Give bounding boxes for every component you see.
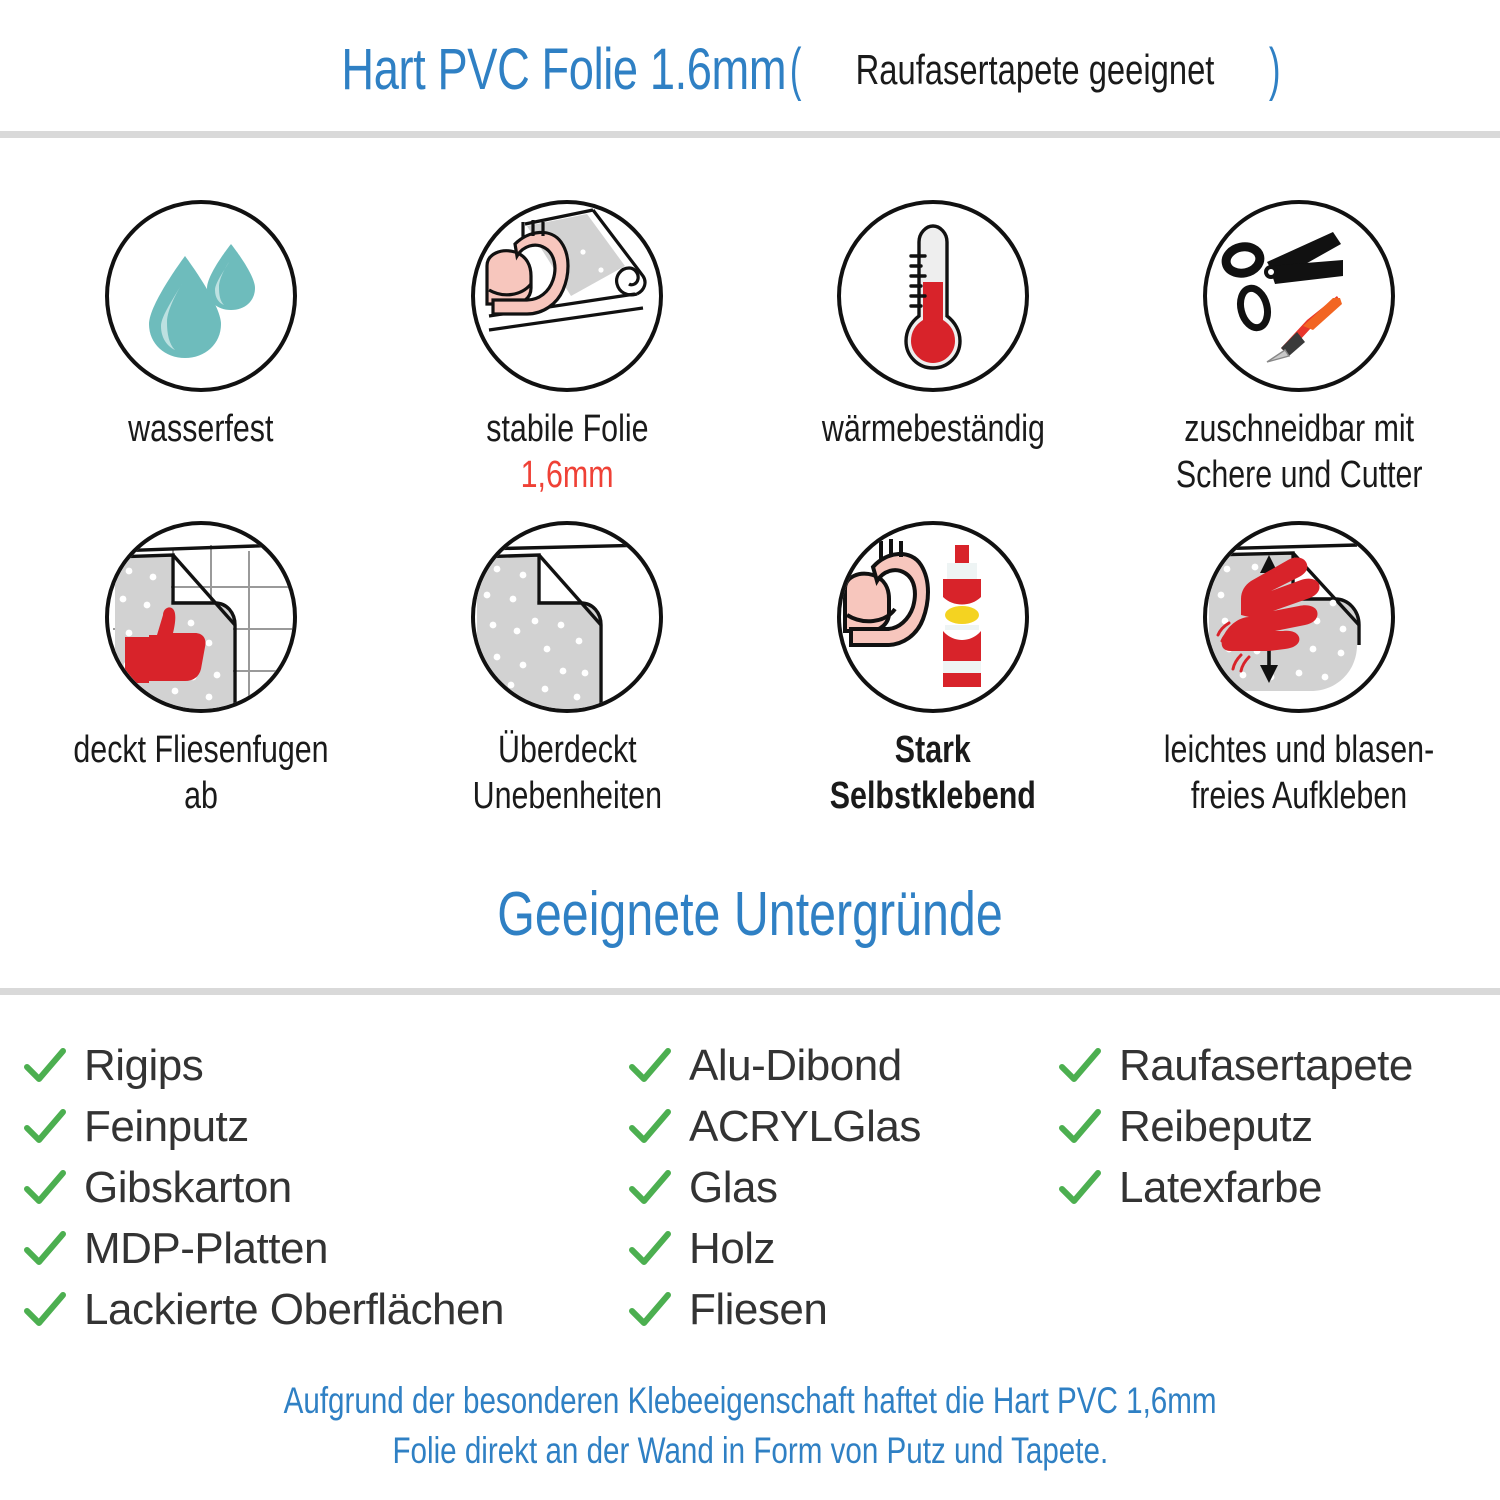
check-icon (627, 1226, 673, 1272)
divider-top (0, 131, 1500, 138)
list-item-label: Rigips (84, 1040, 204, 1090)
list-item-label: Lackierte Oberflächen (84, 1284, 504, 1334)
page-title-bar: Hart PVC Folie 1.6mm ( Raufasertapete ge… (0, 0, 1500, 131)
flexing-arm-film-roll-icon (471, 200, 663, 392)
feature-blasenfreies-aufkleben: leichtes und blasen- freies Aufkleben (1116, 520, 1482, 820)
list-item-label: MDP-Platten (84, 1223, 328, 1273)
list-item-label: Alu-Dibond (689, 1040, 902, 1090)
feature-ueberdeckt-unebenheiten: Überdeckt Unebenheiten (384, 520, 750, 820)
thumbs-up-tile-grid-icon (105, 520, 297, 713)
check-icon (22, 1226, 68, 1272)
list-item: Lackierte Oberflächen (22, 1279, 627, 1340)
feature-label: wasserfest (128, 408, 274, 450)
list-item-label: Raufasertapete (1119, 1040, 1413, 1090)
footer-note: Aufgrund der besonderen Klebeeigenschaft… (0, 1340, 1500, 1476)
check-icon (627, 1165, 673, 1211)
page-title-main: Hart PVC Folie 1.6mm (341, 37, 786, 102)
list-item-label: Reibeputz (1119, 1101, 1313, 1151)
list-item: Latexfarbe (1057, 1157, 1500, 1218)
hand-smoothing-film-icon (1203, 520, 1395, 713)
feature-label: Überdeckt Unebenheiten (472, 728, 662, 818)
check-icon (1057, 1104, 1103, 1150)
check-icon (627, 1104, 673, 1150)
list-item-label: Feinputz (84, 1101, 249, 1151)
feature-label: zuschneidbar mit Schere und Cutter (1175, 408, 1423, 497)
feature-label: leichtes und blasen- freies Aufkleben (1163, 728, 1435, 818)
check-icon (627, 1287, 673, 1333)
list-item-label: Holz (689, 1223, 776, 1273)
feature-row-2: deckt Fliesenfugen ab (0, 499, 1500, 820)
feature-waermebestaendig: wärmebeständig (750, 200, 1116, 499)
feature-label: wärmebeständig (821, 408, 1045, 450)
divider-middle (0, 988, 1500, 996)
list-item: Gibskarton (22, 1157, 627, 1218)
flexing-arm-glue-bottle-icon (837, 520, 1029, 713)
list-item: ACRYLGlas (627, 1096, 1057, 1157)
feature-deckt-fliesenfugen: deckt Fliesenfugen ab (18, 520, 384, 820)
water-drops-icon (105, 200, 297, 392)
list-item-label: Latexfarbe (1119, 1162, 1322, 1212)
list-item-label: Fliesen (689, 1284, 828, 1334)
feature-stabile-folie: stabile Folie 1,6mm (384, 200, 750, 499)
list-item: Glas (627, 1157, 1057, 1218)
section-heading-text: Geeignete Untergründe (497, 880, 1003, 950)
footer-line-1: Aufgrund der besonderen Klebeeigenschaft… (283, 1380, 1217, 1422)
check-icon (1057, 1165, 1103, 1211)
feature-stark-selbstklebend: Stark Selbstklebend (750, 520, 1116, 820)
check-icon (22, 1104, 68, 1150)
list-item-label: Gibskarton (84, 1162, 292, 1212)
title-open-paren: ( (789, 37, 802, 102)
check-icon (22, 1287, 68, 1333)
feature-label: Stark Selbstklebend (829, 728, 1037, 818)
feature-label: stabile Folie (485, 408, 649, 450)
page-title-subtitle: Raufasertapete geeignet (855, 45, 1215, 93)
list-item-label: ACRYLGlas (689, 1101, 921, 1151)
list-item: Reibeputz (1057, 1096, 1500, 1157)
list-item: Feinputz (22, 1096, 627, 1157)
checklist-column-3: Raufasertapete Reibeputz Latexfarbe (1057, 1035, 1500, 1340)
list-item: Fliesen (627, 1279, 1057, 1340)
feature-zuschneidbar: zuschneidbar mit Schere und Cutter (1116, 200, 1482, 499)
feature-wasserfest: wasserfest (18, 200, 384, 499)
checklist-column-2: Alu-Dibond ACRYLGlas Glas Holz Fliesen (627, 1035, 1057, 1340)
feature-row-1: wasserfest st (0, 138, 1500, 499)
list-item: Rigips (22, 1035, 627, 1096)
check-icon (22, 1043, 68, 1089)
feature-sublabel: 1,6mm (520, 454, 614, 497)
peeling-film-corner-icon (471, 520, 663, 713)
thermometer-icon (837, 200, 1029, 392)
list-item: Alu-Dibond (627, 1035, 1057, 1096)
check-icon (22, 1165, 68, 1211)
list-item: MDP-Platten (22, 1218, 627, 1279)
scissors-cutter-icon (1203, 200, 1395, 392)
list-item-label: Glas (689, 1162, 778, 1212)
feature-label: deckt Fliesenfugen ab (73, 728, 329, 818)
section-heading-untergruende: Geeignete Untergründe (0, 819, 1500, 988)
list-item: Holz (627, 1218, 1057, 1279)
title-close-paren: ) (1268, 37, 1281, 102)
checklist-column-1: Rigips Feinputz Gibskarton MDP-Platten L… (22, 1035, 627, 1340)
footer-line-2: Folie direkt an der Wand in Form von Put… (392, 1430, 1108, 1472)
check-icon (627, 1043, 673, 1089)
check-icon (1057, 1043, 1103, 1089)
suitable-surfaces-checklist: Rigips Feinputz Gibskarton MDP-Platten L… (0, 995, 1500, 1340)
list-item: Raufasertapete (1057, 1035, 1500, 1096)
